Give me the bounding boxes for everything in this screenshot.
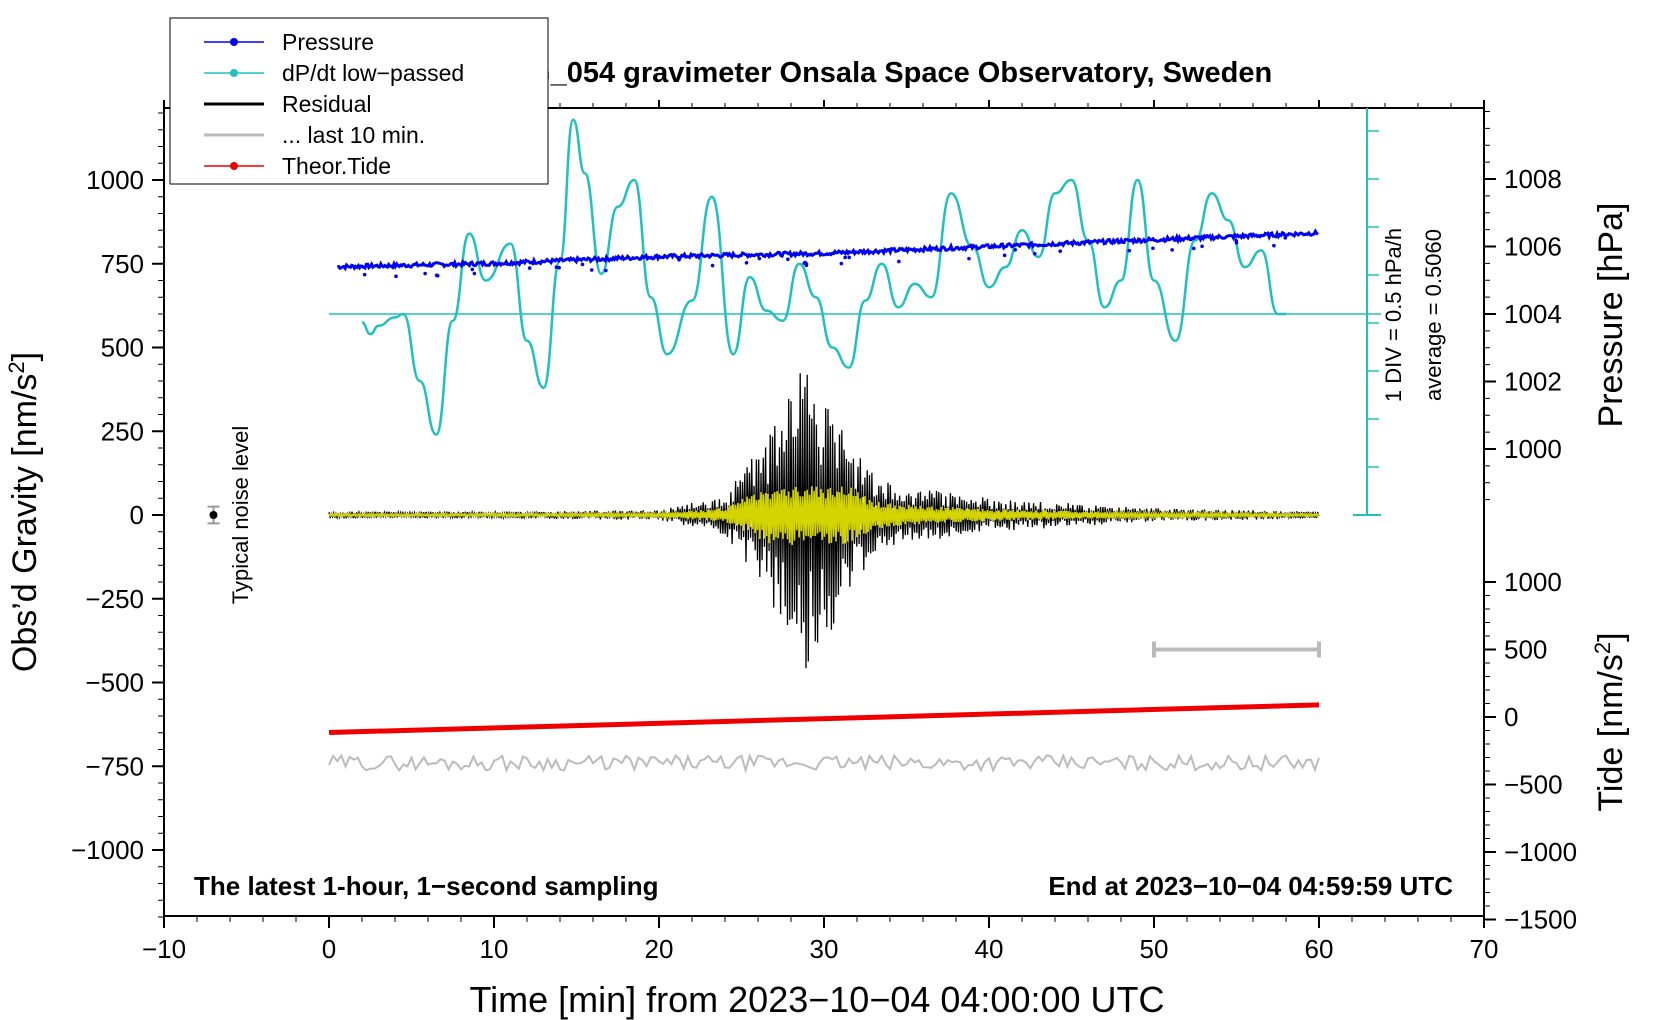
pressure-outlier-point	[527, 266, 532, 270]
pressure-outlier-point	[580, 262, 585, 267]
last10-series-line	[328, 753, 1320, 774]
pressure-outlier-point	[1127, 248, 1132, 253]
y-axis-left-label: Obs’d Gravity [nm/s2]	[4, 352, 44, 672]
y-left-tick-label: −250	[85, 584, 144, 614]
y-tide-tick-label: 0	[1504, 702, 1518, 732]
footer-right-label: End at 2023−10−04 04:59:59 UTC	[1048, 871, 1453, 901]
noise-label: Typical noise level	[228, 426, 253, 605]
y-axis-pressure: 1008 1006 1004 1002 1000	[1484, 111, 1562, 501]
legend: Pressure dP/dt low−passed Residual ... last…	[169, 17, 549, 185]
x-tick-label: 70	[1470, 934, 1499, 964]
pressure-outlier-point	[1234, 240, 1239, 245]
y-axis-pressure-label: Pressure [hPa]	[1592, 203, 1630, 428]
y-tide-tick-label: 500	[1504, 635, 1547, 665]
legend-label: Pressure	[282, 29, 374, 55]
x-tick-label: 10	[480, 934, 509, 964]
x-tick-label: 30	[810, 934, 839, 964]
pressure-outlier-point	[897, 259, 901, 264]
pressure-outlier-point	[839, 261, 844, 266]
x-tick-label: 50	[1140, 934, 1169, 964]
x-tick-label: 20	[645, 934, 674, 964]
pressure-outlier-point	[1272, 243, 1276, 248]
y-left-tick-label: 1000	[86, 165, 144, 195]
pressure-outlier-point	[757, 256, 762, 261]
footer-left-label: The latest 1-hour, 1−second sampling	[194, 871, 659, 901]
dpdt-series-line	[361, 118, 1286, 436]
pressure-outlier-point	[604, 268, 608, 273]
pressure-outlier-point	[362, 272, 367, 277]
pressure-outlier-point	[589, 268, 594, 272]
x-tick-label: −10	[142, 934, 186, 964]
legend-label: Residual	[282, 91, 372, 117]
tide-series-line	[328, 702, 1320, 736]
legend-label: ... last 10 min.	[282, 122, 425, 148]
pressure-outlier-point	[423, 271, 427, 276]
residual-filtered-line	[328, 486, 1320, 546]
y-left-tick-label: −1000	[71, 835, 144, 865]
y-axis-left: 1000 750 500 250 0 −250 −500 −750 −1000	[71, 112, 164, 918]
y-pressure-tick-label: 1008	[1504, 164, 1562, 194]
y-left-tick-label: 500	[101, 333, 144, 363]
pressure-outlier-point	[1032, 251, 1037, 256]
dpdt-average-label: average = 0.5060	[1421, 229, 1446, 401]
pressure-outlier-point	[967, 256, 971, 261]
y-tide-tick-label: −1500	[1504, 905, 1577, 935]
y-tide-tick-label: 1000	[1504, 567, 1562, 597]
pressure-outlier-point	[677, 257, 681, 262]
pressure-outlier-point	[472, 271, 477, 276]
y-pressure-tick-label: 1002	[1504, 367, 1562, 397]
pressure-outlier-point	[843, 255, 847, 260]
noise-marker	[207, 505, 220, 525]
pressure-outlier-point	[1002, 253, 1007, 258]
pressure-outlier-point	[710, 263, 715, 268]
chart-title: SCG_054 gravimeter Onsala Space Observat…	[488, 57, 1272, 89]
x-tick-label: 60	[1305, 934, 1334, 964]
y-left-tick-label: 0	[130, 500, 144, 530]
y-tide-tick-label: −500	[1504, 770, 1563, 800]
pressure-outlier-point	[1151, 246, 1155, 251]
y-left-tick-label: −500	[85, 668, 144, 698]
pressure-series-line	[336, 228, 1319, 272]
y-pressure-tick-label: 1006	[1504, 232, 1562, 262]
legend-marker	[230, 162, 238, 170]
legend-label: Theor.Tide	[282, 153, 391, 179]
pressure-outlier-point	[1058, 249, 1063, 253]
pressure-outlier-point	[1200, 244, 1204, 249]
y-left-tick-label: −750	[85, 751, 144, 781]
y-pressure-tick-label: 1004	[1504, 299, 1562, 329]
pressure-outlier-point	[557, 265, 561, 270]
x-tick-label: 0	[322, 934, 336, 964]
pressure-outlier-point	[786, 257, 790, 262]
x-axis-label: Time [min] from 2023−10−04 04:00:00 UTC	[469, 979, 1164, 1020]
legend-marker	[230, 38, 238, 46]
y-tide-tick-label: −1000	[1504, 837, 1577, 867]
x-axis: −10 0 10 20 30 40 50 60 70	[142, 100, 1499, 964]
y-axis-tide-label: Tide [nm/s2]	[1590, 632, 1630, 811]
y-left-tick-label: 250	[101, 416, 144, 446]
noise-point	[209, 511, 218, 519]
pressure-outlier-point	[1170, 248, 1174, 252]
legend-marker	[230, 69, 238, 77]
pressure-outlier-point	[1013, 247, 1018, 252]
pressure-outlier-point	[1191, 246, 1196, 251]
pressure-outlier-point	[470, 267, 475, 272]
y-axis-tide: 1000 500 0 −500 −1000 −1500	[1484, 567, 1577, 935]
y-pressure-tick-label: 1000	[1504, 434, 1562, 464]
pressure-outlier-point	[847, 255, 851, 260]
dpdt-scale-axis	[329, 108, 1381, 516]
series-layer	[328, 118, 1321, 774]
y-left-tick-label: 750	[101, 249, 144, 279]
dpdt-scale-label: 1 DIV = 0.5 hPa/h	[1381, 228, 1406, 402]
pressure-outlier-point	[435, 273, 440, 278]
pressure-outlier-point	[554, 265, 559, 269]
pressure-outlier-point	[1283, 236, 1288, 240]
pressure-outlier-point	[804, 262, 809, 266]
x-tick-label: 40	[975, 934, 1004, 964]
legend-label: dP/dt low−passed	[282, 60, 464, 86]
pressure-outlier-point	[744, 260, 749, 265]
pressure-outlier-point	[394, 274, 398, 279]
